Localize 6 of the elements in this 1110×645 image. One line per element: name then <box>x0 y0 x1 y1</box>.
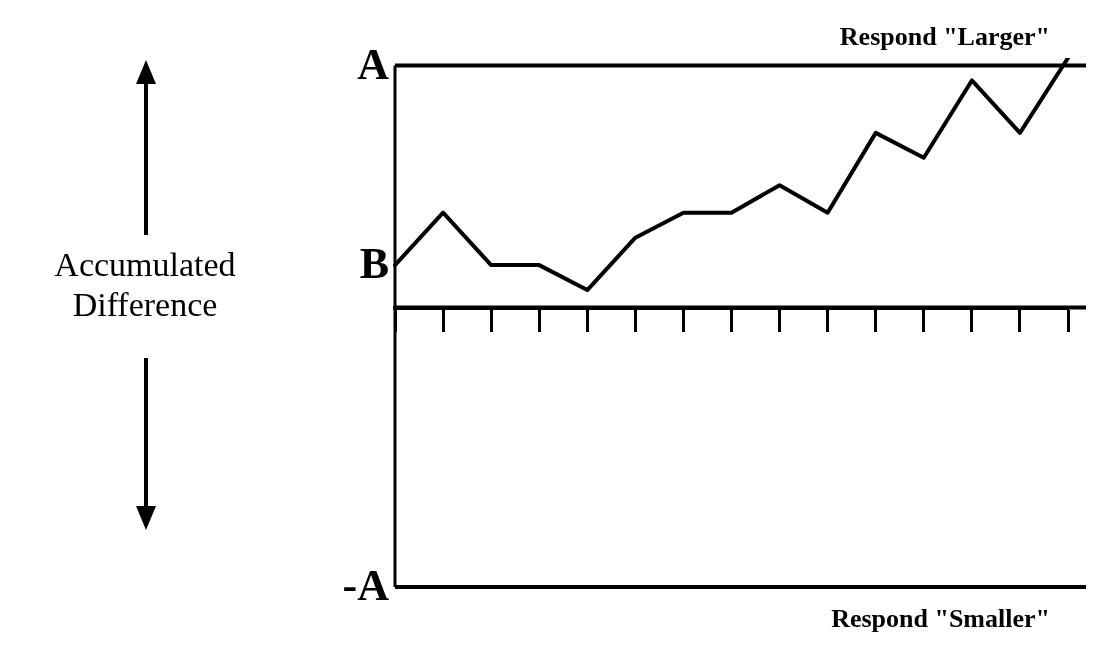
annotation: Respond "Larger" <box>839 22 1050 52</box>
annotation: Respond "Smaller" <box>831 603 1050 633</box>
text: B <box>359 239 389 289</box>
ref-line-label: A <box>357 39 390 89</box>
ref-line-label: -A <box>342 561 390 611</box>
y-axis-title: Accumulated Difference <box>53 245 237 325</box>
